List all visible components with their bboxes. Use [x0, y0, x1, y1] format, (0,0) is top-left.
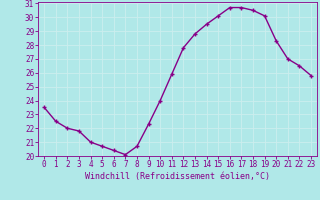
X-axis label: Windchill (Refroidissement éolien,°C): Windchill (Refroidissement éolien,°C): [85, 172, 270, 181]
